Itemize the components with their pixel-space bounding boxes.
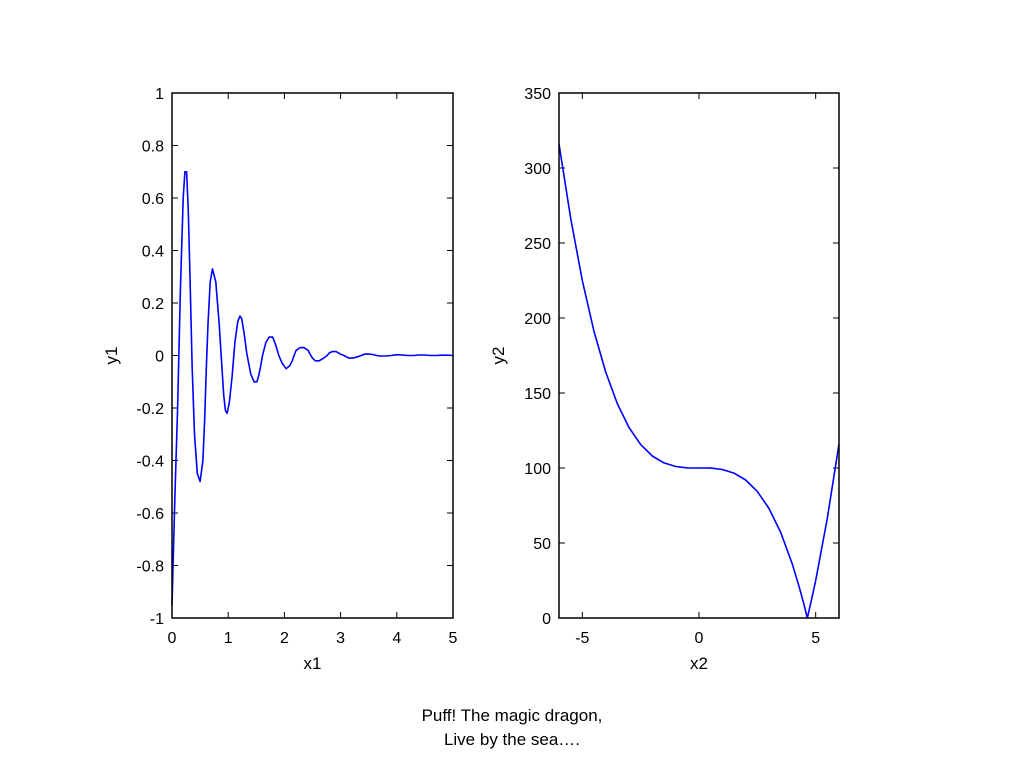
y-tick-label: 0.4	[142, 244, 164, 261]
y-tick-label: -0.6	[136, 506, 164, 523]
plot1-x-tick-labels: 0 1 2 3 4 5	[168, 630, 458, 647]
plot2-y-tick-labels: 0 50 100 150 200 250 300 350	[524, 86, 551, 628]
caption-line-1: Puff! The magic dragon,	[421, 706, 603, 725]
plot2-x-tick-labels: -5 0 5	[575, 630, 820, 647]
plot1-frame	[171, 92, 454, 619]
plot1-y-axis-label: y1	[102, 347, 121, 365]
y-tick-label: 100	[524, 461, 551, 478]
y-tick-label: 250	[524, 236, 551, 253]
y-tick-label: -0.2	[136, 401, 164, 418]
figure-caption: Puff! The magic dragon, Live by the sea……	[0, 704, 1024, 752]
plot1-x-axis-label: x1	[304, 654, 322, 673]
y-tick-label: 300	[524, 161, 551, 178]
plot1-y-tick-labels: -1 -0.8 -0.6 -0.4 -0.2 0 0.2 0.4 0.6 0.8 1	[136, 86, 164, 628]
plot2-y-axis-label: y2	[489, 347, 508, 365]
y-tick-label: -0.4	[136, 454, 164, 471]
plot2-frame	[558, 92, 840, 619]
y-tick-label: 1	[155, 86, 164, 103]
y-tick-label: -1	[150, 611, 164, 628]
x-tick-label: 2	[280, 630, 289, 647]
plot2-series-line	[558, 143, 840, 619]
plot1-series-line	[171, 171, 454, 605]
x-tick-label: 4	[392, 630, 401, 647]
y-tick-label: 50	[533, 536, 551, 553]
x-tick-label: 0	[695, 630, 704, 647]
x-tick-label: 5	[811, 630, 820, 647]
y-tick-label: 0	[542, 611, 551, 628]
y-tick-label: 200	[524, 311, 551, 328]
caption-line-2: Live by the sea….	[443, 730, 581, 749]
x-tick-label: 1	[224, 630, 233, 647]
y-tick-label: 0.6	[142, 191, 164, 208]
y-tick-label: 150	[524, 386, 551, 403]
y-tick-label: 350	[524, 86, 551, 103]
y-tick-label: 0	[155, 349, 164, 366]
y-tick-label: 0.2	[142, 296, 164, 313]
x-tick-label: 3	[336, 630, 345, 647]
y-tick-label: -0.8	[136, 559, 164, 576]
y-tick-label: 0.8	[142, 139, 164, 156]
plot-y2-vs-x2: -5 0 5 0 50 100 150 200 250 300 350 x2 y2	[489, 86, 840, 673]
x-tick-label: -5	[575, 630, 589, 647]
x-tick-label: 5	[449, 630, 458, 647]
plot2-x-axis-label: x2	[690, 654, 708, 673]
x-tick-label: 0	[168, 630, 177, 647]
